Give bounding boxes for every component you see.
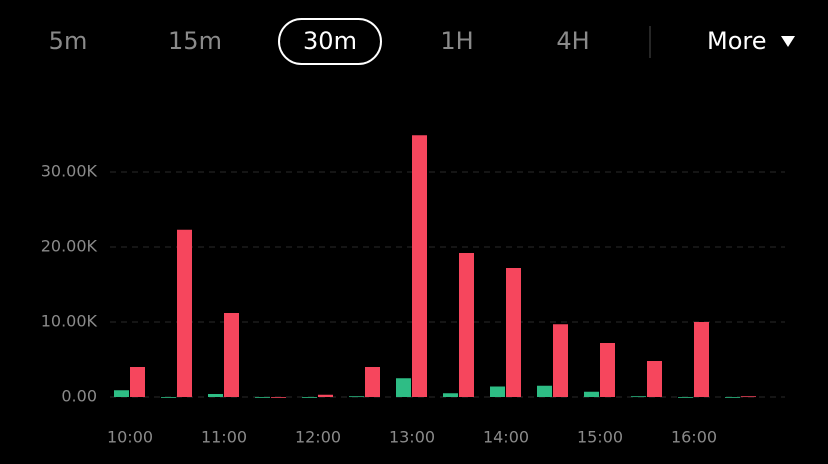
bar <box>114 390 129 397</box>
x-tick-label: 14:00 <box>483 428 529 447</box>
dropdown-icon[interactable] <box>781 36 795 47</box>
bar <box>725 397 740 398</box>
bar <box>161 397 176 398</box>
bar <box>741 396 756 398</box>
x-tick-label: 12:00 <box>295 428 341 447</box>
bar <box>271 397 286 398</box>
y-tick-label: 20.00K <box>41 237 98 256</box>
bar <box>584 391 599 397</box>
bar <box>506 268 521 397</box>
tab[interactable]: 5m <box>49 27 88 55</box>
x-tick-label: 10:00 <box>107 428 153 447</box>
bar <box>694 322 709 397</box>
bar <box>318 394 333 397</box>
tab[interactable]: 15m <box>168 27 222 55</box>
x-tick-label: 15:00 <box>577 428 623 447</box>
bar <box>631 396 646 398</box>
bar <box>255 397 270 398</box>
bar <box>678 397 693 398</box>
x-tick-label: 13:00 <box>389 428 435 447</box>
tab[interactable]: 4H <box>556 27 589 55</box>
bar <box>396 378 411 397</box>
y-tick-label: 10.00K <box>41 312 98 331</box>
x-tick-label: 16:00 <box>671 428 717 447</box>
bar <box>412 135 427 397</box>
more-button[interactable]: More <box>707 27 767 55</box>
bar <box>553 324 568 397</box>
bar <box>537 385 552 397</box>
bar <box>459 253 474 397</box>
bar <box>349 396 364 398</box>
bar <box>130 367 145 397</box>
bar <box>647 361 662 397</box>
bar <box>177 229 192 397</box>
tab[interactable]: 30m <box>303 27 357 55</box>
tab[interactable]: 1H <box>440 27 473 55</box>
y-tick-label: 30.00K <box>41 162 98 181</box>
bar <box>443 393 458 397</box>
x-tick-label: 11:00 <box>201 428 247 447</box>
bar <box>600 343 615 397</box>
bar <box>365 367 380 397</box>
bar <box>208 394 223 397</box>
tab-highlight[interactable] <box>278 18 382 65</box>
bar <box>490 386 505 397</box>
bar <box>224 313 239 397</box>
bar <box>302 397 317 398</box>
y-tick-label: 0.00 <box>61 387 97 406</box>
